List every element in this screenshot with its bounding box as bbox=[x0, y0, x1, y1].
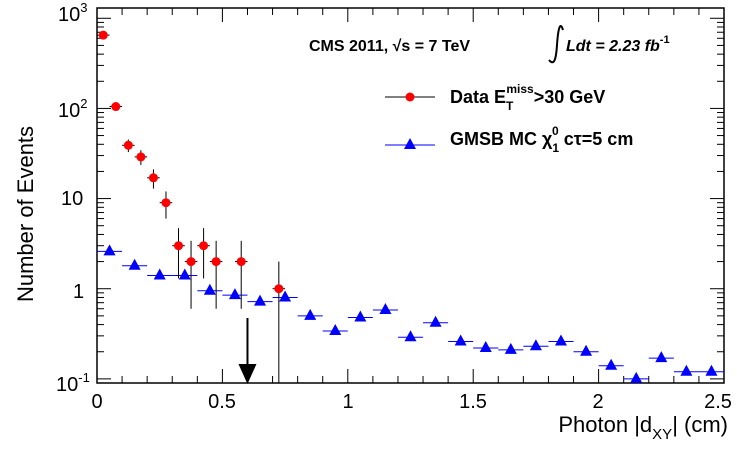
data-point bbox=[98, 30, 108, 40]
x-tick-label-1: 1 bbox=[342, 391, 353, 413]
mc-point bbox=[580, 344, 593, 356]
mc-point bbox=[279, 290, 292, 302]
y-tick-label-1e3: 103 bbox=[58, 0, 87, 26]
y-axis-title: Number of Events bbox=[13, 126, 38, 302]
data-point bbox=[211, 257, 221, 267]
luminosity-label: Ldt = 2.23 fb-1 bbox=[566, 34, 670, 55]
axis-ticks bbox=[96, 8, 725, 383]
mc-point bbox=[354, 310, 367, 322]
mc-point bbox=[655, 351, 668, 363]
integral-sign bbox=[548, 25, 564, 64]
data-point bbox=[161, 198, 171, 208]
mc-point bbox=[429, 315, 442, 327]
data-point bbox=[136, 152, 146, 162]
mc-point bbox=[529, 339, 542, 351]
mc-point bbox=[630, 371, 643, 383]
mc-point bbox=[228, 288, 241, 300]
y-tick-label-10: 10 bbox=[61, 188, 83, 210]
x-tick-label-0.5: 0.5 bbox=[208, 391, 236, 413]
x-axis-title: Photon |dXY| (cm) bbox=[558, 412, 728, 443]
cut-arrow-head bbox=[238, 364, 257, 384]
plot-frame bbox=[96, 7, 725, 384]
mc-point bbox=[454, 334, 467, 346]
mc-point bbox=[705, 364, 718, 376]
data-point bbox=[123, 140, 133, 150]
x-tick-label-0: 0 bbox=[91, 391, 102, 413]
data-point bbox=[274, 284, 284, 294]
mc-point bbox=[203, 283, 216, 295]
mc-point bbox=[404, 330, 417, 342]
cut-arrow bbox=[238, 318, 257, 384]
series-layer bbox=[97, 30, 724, 383]
mc-point bbox=[479, 341, 492, 353]
y-tick-label-1e2: 102 bbox=[58, 96, 87, 122]
x-tick-label-2: 2 bbox=[592, 391, 603, 413]
x-tick-label-2.5: 2.5 bbox=[704, 391, 732, 413]
mc-point bbox=[329, 323, 342, 335]
mc-point bbox=[153, 268, 166, 280]
mc-point bbox=[128, 258, 141, 270]
data-point bbox=[148, 173, 158, 183]
mc-point bbox=[379, 303, 392, 315]
data-point bbox=[186, 257, 196, 267]
data-point bbox=[174, 241, 184, 251]
mc-point bbox=[103, 244, 116, 256]
mc-point bbox=[504, 342, 517, 354]
mc-point bbox=[680, 364, 693, 376]
data-point bbox=[236, 257, 246, 267]
data-point bbox=[199, 241, 209, 251]
experiment-label: CMS 2011, √s = 7 TeV bbox=[309, 38, 470, 55]
mc-point bbox=[254, 294, 267, 306]
mc-point bbox=[554, 334, 567, 346]
mc-point bbox=[178, 268, 191, 280]
legend-mc-marker bbox=[404, 138, 416, 149]
mc-point bbox=[304, 308, 317, 320]
legend-data-label: Data ETmiss>30 GeV bbox=[450, 82, 605, 113]
data-point bbox=[111, 102, 121, 112]
legend-mc-label: GMSB MC χ10 cτ=5 cm bbox=[450, 124, 633, 155]
legend-data-marker bbox=[405, 92, 415, 102]
legend: Data ETmiss>30 GeV GMSB MC χ10 cτ=5 cm bbox=[385, 82, 633, 155]
mc-point bbox=[605, 358, 618, 370]
y-tick-label-1: 1 bbox=[73, 281, 84, 303]
x-tick-label-1.5: 1.5 bbox=[459, 391, 487, 413]
y-tick-label-1e-1: 10-1 bbox=[56, 370, 90, 396]
